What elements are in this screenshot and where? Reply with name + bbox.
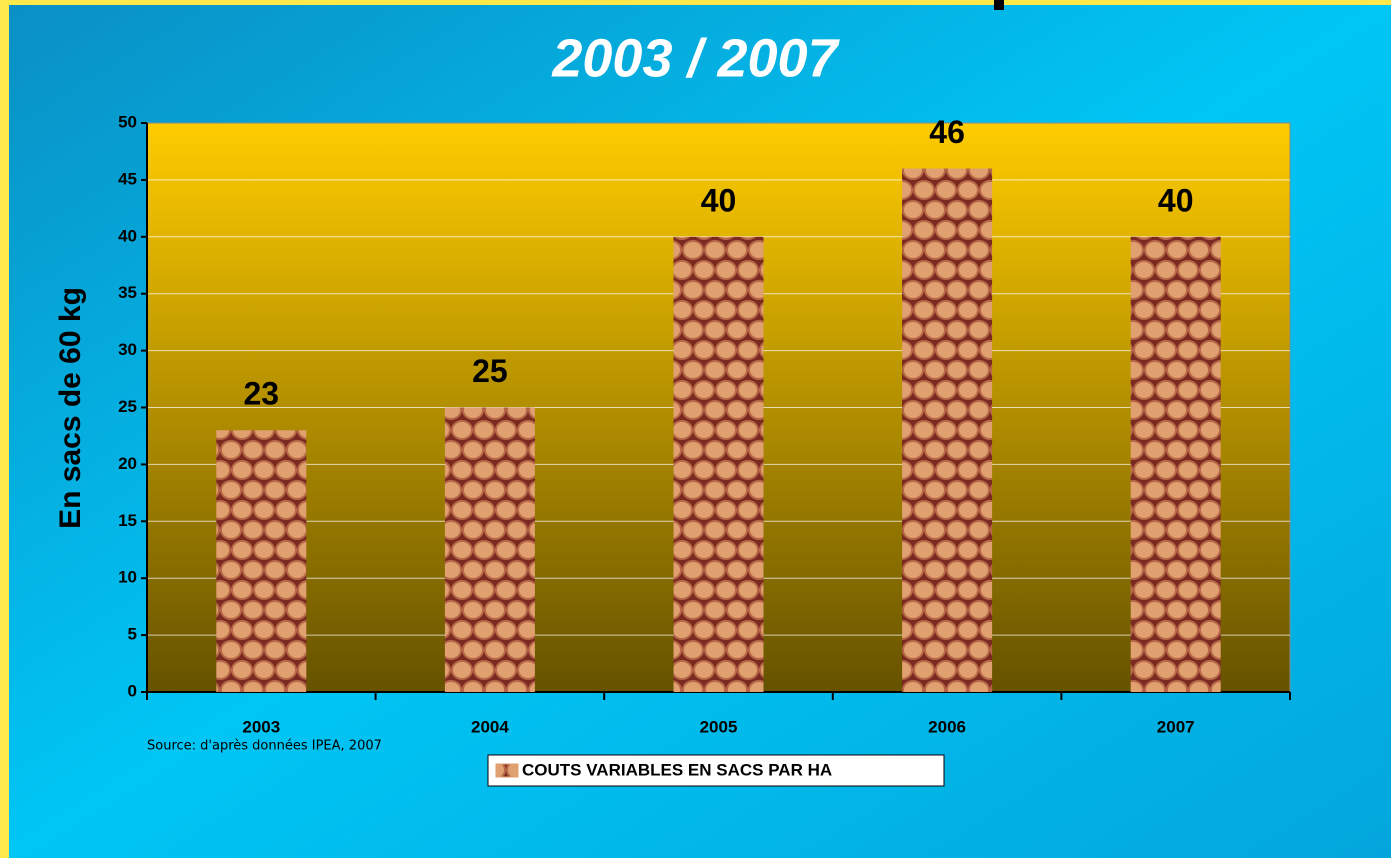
data-label: 40 bbox=[1158, 182, 1194, 218]
y-axis-label: En sacs de 60 kg bbox=[54, 287, 87, 529]
top-border bbox=[0, 0, 1391, 5]
bar bbox=[1131, 237, 1221, 692]
data-label: 23 bbox=[244, 376, 280, 412]
x-tick-label: 2005 bbox=[700, 717, 738, 736]
y-tick-label: 30 bbox=[118, 340, 137, 359]
y-tick-label: 35 bbox=[118, 283, 137, 302]
bar bbox=[216, 430, 306, 692]
page: {"chart_data": {"type": "bar", "title": … bbox=[0, 0, 1391, 858]
left-border bbox=[0, 0, 9, 858]
bar bbox=[445, 408, 535, 693]
y-tick-label: 0 bbox=[128, 681, 137, 700]
data-label: 46 bbox=[929, 114, 965, 150]
chart: 2003 / 2007 En sacs de 60 kg Source: d'a… bbox=[0, 0, 1391, 858]
legend-label: COUTS VARIABLES EN SACS PAR HA bbox=[522, 760, 832, 779]
bar bbox=[674, 237, 764, 692]
source-note: Source: d'après données IPEA, 2007 bbox=[147, 739, 382, 754]
y-tick-label: 15 bbox=[118, 511, 137, 530]
bar bbox=[902, 169, 992, 692]
y-tick-label: 5 bbox=[128, 625, 137, 644]
x-tick-label: 2004 bbox=[471, 717, 509, 736]
y-tick-label: 50 bbox=[118, 112, 137, 131]
x-tick-label: 2006 bbox=[928, 717, 966, 736]
data-label: 40 bbox=[701, 182, 737, 218]
x-tick-label: 2007 bbox=[1157, 717, 1195, 736]
top-mark bbox=[994, 0, 1004, 10]
data-label: 25 bbox=[472, 353, 508, 389]
legend-swatch bbox=[496, 764, 518, 777]
y-tick-label: 25 bbox=[118, 397, 137, 416]
y-tick-label: 20 bbox=[118, 454, 137, 473]
chart-title: 2003 / 2007 bbox=[551, 28, 840, 88]
y-tick-label: 45 bbox=[118, 169, 137, 188]
y-tick-label: 40 bbox=[118, 226, 137, 245]
y-tick-label: 10 bbox=[118, 568, 137, 587]
x-tick-label: 2003 bbox=[242, 717, 280, 736]
